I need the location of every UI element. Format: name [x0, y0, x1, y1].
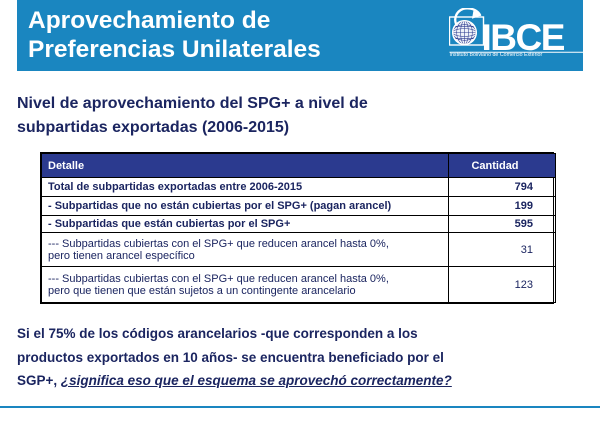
- svg-text:Instituto Boliviano de Comerci: Instituto Boliviano de Comercio Exterior: [450, 52, 543, 56]
- svg-text:IBCE: IBCE: [482, 17, 565, 56]
- svg-text:®: ®: [589, 18, 595, 26]
